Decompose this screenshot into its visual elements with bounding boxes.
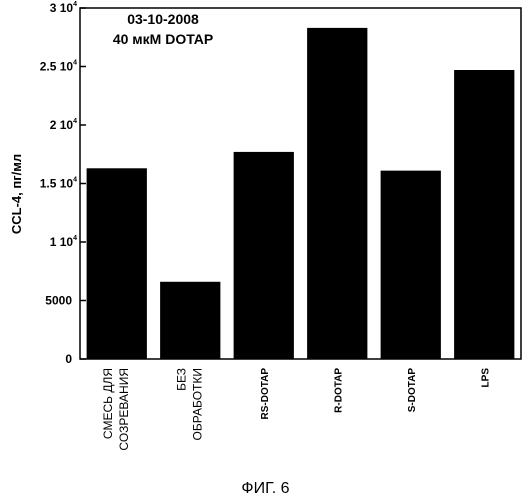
x-tick-label: S-DOTAP: [407, 368, 418, 413]
bar: [87, 168, 147, 359]
x-tick-label: RS-DOTAP: [260, 368, 271, 420]
x-tick-label: R-DOTAP: [333, 368, 344, 413]
bar: [234, 152, 294, 359]
y-tick-label: 3 104: [50, 1, 77, 15]
y-tick-label: 2 104: [50, 118, 77, 132]
x-tick-label-line: LPS: [480, 368, 491, 388]
x-tick-label-line: СОЗРЕВАНИЯ: [117, 368, 131, 451]
y-tick-label: 1.5 104: [40, 177, 77, 191]
bar: [160, 282, 220, 359]
x-tick-label-line: ОБРАБОТКИ: [190, 368, 204, 440]
x-tick-label: СМЕСЬ ДЛЯСОЗРЕВАНИЯ: [101, 368, 131, 451]
x-axis-categories: СМЕСЬ ДЛЯСОЗРЕВАНИЯ БЕЗОБРАБОТКИ RS-DOTAP R…: [101, 368, 492, 451]
bar: [381, 171, 441, 359]
y-tick-label: 5000: [45, 294, 72, 308]
x-tick-label-line: R-DOTAP: [333, 368, 344, 413]
bar: [454, 70, 514, 359]
bar-chart: 0 5000 1 104 1.5 104 2 104 2.5 104 3 104 СМЕСЬ…: [0, 0, 531, 470]
y-axis-label: CCL-4, пг/мл: [9, 154, 24, 234]
x-tick-label: LPS: [480, 368, 491, 388]
chart-annotation-concentration: 40 мкМ DOTAP: [113, 31, 213, 47]
figure-caption: ФИГ. 6: [0, 480, 531, 498]
x-tick-label-line: S-DOTAP: [407, 368, 418, 413]
x-tick-label-line: СМЕСЬ ДЛЯ: [101, 368, 115, 439]
chart-annotation-date: 03-10-2008: [127, 11, 199, 27]
y-tick-label: 1 104: [50, 235, 77, 249]
bar: [307, 28, 367, 359]
y-tick-label: 0: [65, 352, 72, 366]
y-tick-label: 2.5 104: [40, 60, 77, 74]
x-tick-label: БЕЗОБРАБОТКИ: [174, 368, 204, 440]
x-tick-label-line: RS-DOTAP: [260, 368, 271, 420]
x-tick-label-line: БЕЗ: [174, 368, 188, 391]
bars: [87, 28, 515, 359]
